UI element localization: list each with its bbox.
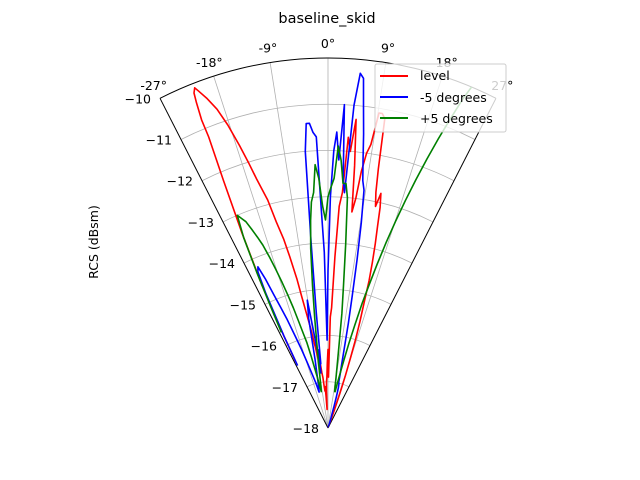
theta-tick-label-0: -27° xyxy=(140,78,167,93)
r-tick-label-0: −18 xyxy=(293,421,319,436)
legend-label-plus5: +5 degrees xyxy=(420,111,493,126)
legend: level -5 degrees +5 degrees xyxy=(374,63,507,133)
legend-label-minus5: -5 degrees xyxy=(420,90,487,105)
frame-left-edge xyxy=(159,98,329,429)
theta-tick-label-4: 9° xyxy=(381,41,395,56)
frame-right-edge xyxy=(327,98,497,429)
r-tick-label-2: −16 xyxy=(251,339,277,354)
r-tick-label-3: −15 xyxy=(230,297,256,312)
y-axis-label: RCS (dBsm) xyxy=(86,205,101,279)
legend-label-level: level xyxy=(420,68,450,83)
r-tick-label-4: −14 xyxy=(209,256,235,271)
series-lines xyxy=(193,57,496,429)
theta-tick-label-1: -18° xyxy=(196,55,223,70)
chart-title: baseline_skid xyxy=(278,11,375,27)
series-line-0 xyxy=(193,87,386,429)
r-tick-label-7: −11 xyxy=(146,133,172,148)
r-tick-label-1: −17 xyxy=(272,380,298,395)
theta-tick-label-3: 0° xyxy=(321,36,335,51)
series-line-1 xyxy=(257,72,365,429)
r-tick-label-8: −10 xyxy=(125,91,151,106)
r-tick-label-6: −12 xyxy=(167,174,193,189)
legend-box xyxy=(374,63,507,133)
r-tick-label-5: −13 xyxy=(188,215,214,230)
theta-tick-label-2: -9° xyxy=(259,41,278,56)
series-line-2 xyxy=(236,57,496,393)
radial-tick-labels: −18 −17 −16 −15 −14 −13 −12 −11 −10 xyxy=(125,91,319,436)
